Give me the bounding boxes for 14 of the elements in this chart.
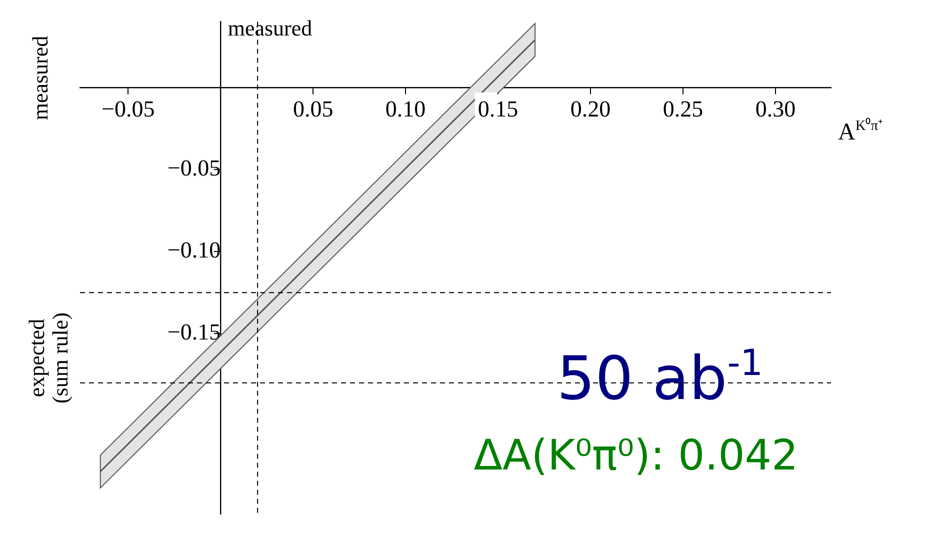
x-tick-label: 0.10 <box>385 96 426 122</box>
x-tick-label: 0.20 <box>570 96 611 122</box>
y-tick-label: −0.05 <box>167 156 221 181</box>
y-tick-label: −0.15 <box>167 320 221 345</box>
x-tick-label: −0.05 <box>101 96 155 122</box>
x-tick-label: 0.25 <box>662 96 704 122</box>
text: measured <box>28 36 53 120</box>
x-tick-label: 0.30 <box>755 96 796 122</box>
y-tick-label: −0.10 <box>167 238 221 263</box>
annotation: measured <box>228 16 312 41</box>
x-tick-label: 0.15 <box>478 96 518 122</box>
text: expected (sum rule) <box>24 312 72 404</box>
x-tick-label: 0.05 <box>292 96 334 122</box>
annotation: ΔA(K⁰π⁰): 0.042 <box>474 430 798 480</box>
